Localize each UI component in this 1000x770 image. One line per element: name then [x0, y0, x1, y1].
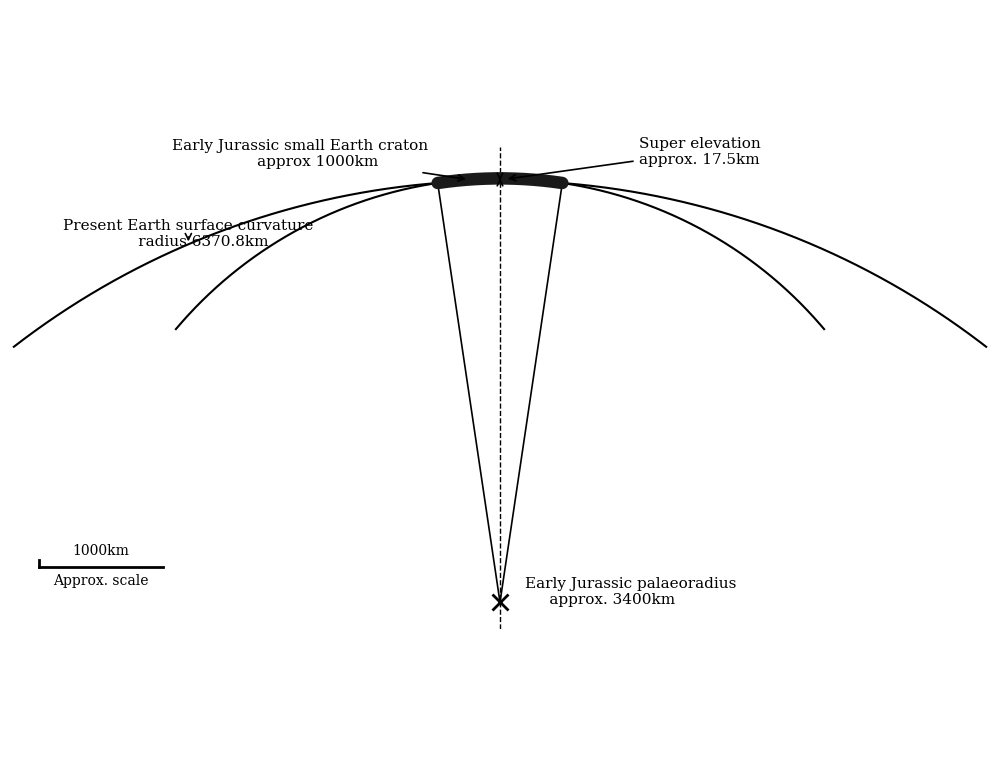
Text: Early Jurassic small Earth craton
       approx 1000km: Early Jurassic small Earth craton approx…: [172, 139, 464, 181]
Text: Present Earth surface curvature
      radius 6370.8km: Present Earth surface curvature radius 6…: [63, 219, 314, 249]
Text: Approx. scale: Approx. scale: [53, 574, 149, 588]
Text: 1000km: 1000km: [73, 544, 130, 558]
Text: Super elevation
approx. 17.5km: Super elevation approx. 17.5km: [510, 137, 760, 181]
Text: Early Jurassic palaeoradius
     approx. 3400km: Early Jurassic palaeoradius approx. 3400…: [525, 578, 736, 608]
